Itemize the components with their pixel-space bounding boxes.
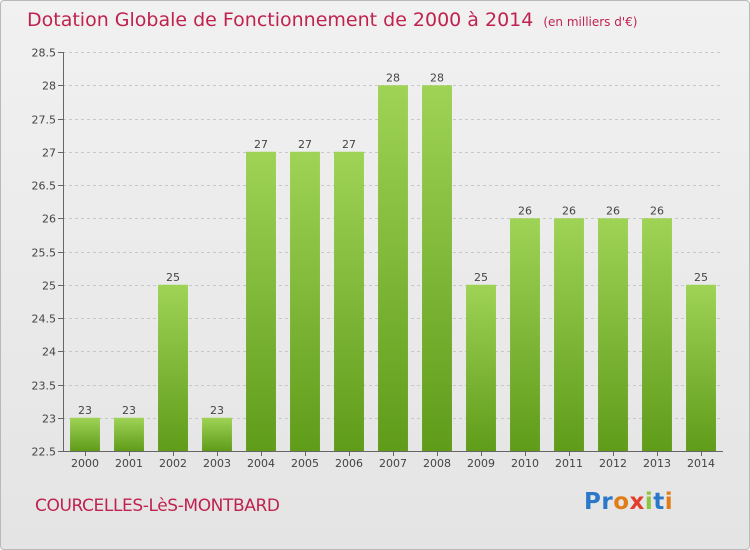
data-label: 27	[298, 138, 312, 151]
bar-2000	[70, 417, 100, 451]
bar-2012	[598, 218, 628, 451]
x-tick-label: 2007	[379, 457, 407, 470]
x-tick-label: 2005	[291, 457, 319, 470]
y-tick-label: 26	[42, 213, 56, 226]
bar-2007	[378, 85, 408, 451]
logo-letter: x	[629, 489, 645, 515]
data-label: 26	[562, 204, 576, 217]
x-tick-label: 2012	[599, 457, 627, 470]
chart-title-text: Dotation Globale de Fonctionnement de 20…	[27, 9, 534, 31]
commune-name: COURCELLES-LèS-MONTBARD	[35, 496, 280, 516]
x-tick-label: 2004	[247, 457, 275, 470]
data-label: 25	[694, 271, 708, 284]
x-tick-label: 2008	[423, 457, 451, 470]
data-label: 26	[518, 204, 532, 217]
y-tick-label: 23.5	[32, 380, 57, 393]
x-tick-label: 2000	[71, 457, 99, 470]
x-tick-label: 2014	[687, 457, 715, 470]
y-tick-label: 27.5	[32, 114, 57, 127]
x-tick-label: 2001	[115, 457, 143, 470]
y-tick-label: 25	[42, 280, 56, 293]
data-label: 23	[210, 404, 224, 417]
y-tick-label: 28	[42, 80, 56, 93]
data-label: 23	[122, 404, 136, 417]
bar-2002	[158, 284, 188, 451]
y-tick-label: 22.5	[32, 446, 57, 459]
bar-2004	[246, 151, 276, 451]
x-tick-label: 2010	[511, 457, 539, 470]
y-tick-label: 24	[42, 346, 56, 359]
data-label: 25	[166, 271, 180, 284]
logo-letter: i	[644, 489, 654, 515]
data-label: 27	[342, 138, 356, 151]
chart-title: Dotation Globale de Fonctionnement de 20…	[27, 9, 637, 31]
y-tick-label: 27	[42, 147, 56, 160]
logo-letter: o	[613, 489, 630, 515]
bar-2008	[422, 85, 452, 451]
proxiti-logo: Proxiti	[584, 489, 673, 515]
data-label: 28	[386, 71, 400, 84]
bar-2001	[114, 417, 144, 451]
y-tick-label: 26.5	[32, 180, 57, 193]
x-tick-label: 2006	[335, 457, 363, 470]
bar-2005	[290, 151, 320, 451]
x-tick-label: 2009	[467, 457, 495, 470]
bar-2009	[466, 284, 496, 451]
data-label: 27	[254, 138, 268, 151]
y-tick-label: 28.5	[32, 47, 57, 60]
data-label: 28	[430, 71, 444, 84]
bar-2006	[334, 151, 364, 451]
y-tick-label: 23	[42, 413, 56, 426]
x-tick-label: 2003	[203, 457, 231, 470]
y-tick-label: 24.5	[32, 313, 57, 326]
logo-letter: i	[664, 489, 674, 515]
logo-letter: t	[653, 489, 665, 515]
bar-2014	[686, 284, 716, 451]
x-tick-label: 2013	[643, 457, 671, 470]
x-tick-label: 2002	[159, 457, 187, 470]
x-tick-label: 2011	[555, 457, 583, 470]
logo-letter: P	[584, 489, 602, 515]
bar-2010	[510, 218, 540, 451]
bar-2003	[202, 417, 232, 451]
data-label: 23	[78, 404, 92, 417]
bar-2011	[554, 218, 584, 451]
bars: 23 23 25 23 27 27 27 28 28 25 26 26 26 26 25	[70, 71, 716, 451]
chart-subtitle: (en milliers d'€)	[543, 15, 638, 29]
bar-2013	[642, 218, 672, 451]
data-label: 25	[474, 271, 488, 284]
data-label: 26	[606, 204, 620, 217]
data-label: 26	[650, 204, 664, 217]
logo-letter: r	[601, 489, 614, 515]
axes: 22.5 23 23.5 24 24.5 25 25.5 26 26.5 27 27.5 28 28.5…	[32, 47, 723, 470]
y-tick-label: 25.5	[32, 247, 57, 260]
